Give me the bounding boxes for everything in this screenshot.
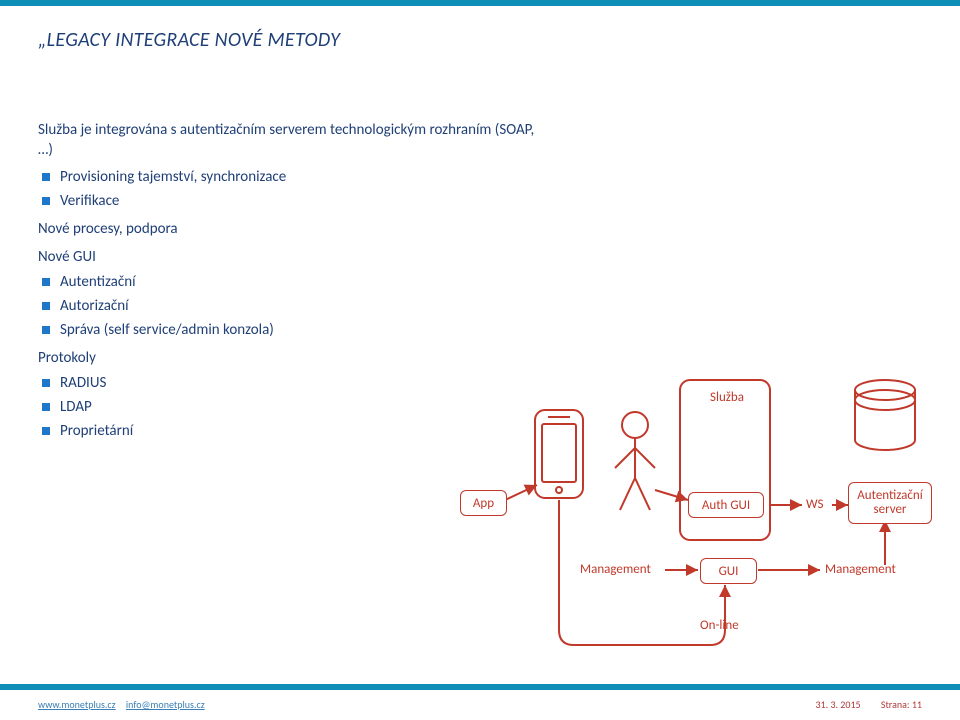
footer-mail[interactable]: info@monetplus.cz (126, 698, 205, 711)
accent-bar (0, 0, 960, 6)
intro-text: Služba je integrována s autentizačním se… (38, 120, 538, 161)
label-mgmt-right: Management (825, 562, 896, 577)
bullet-item: Správa (self service/admin konzola) (38, 320, 538, 340)
label-mgmt-left: Management (580, 562, 651, 577)
footer-date: 31. 3. 2015 (816, 698, 861, 711)
bullets-1: Provisioning tajemství, synchronizace Ve… (38, 167, 538, 212)
box-gui: GUI (700, 558, 757, 584)
diagram: Služba App Auth GUI WS Autentizační serv… (430, 370, 930, 660)
footer-right: 31. 3. 2015 Strana: 11 (816, 698, 922, 711)
box-authgui: Auth GUI (688, 492, 764, 518)
bullet-item: Autentizační (38, 272, 538, 292)
page-title: „LEGACY INTEGRACE NOVÉ METODY (38, 28, 340, 52)
subhead: Nové procesy, podpora (38, 219, 538, 239)
subhead: Protokoly (38, 348, 538, 368)
authsrv-line1: Autentizační (857, 489, 922, 503)
label-sluzba: Služba (710, 390, 744, 405)
box-authsrv: Autentizační server (848, 482, 932, 524)
box-app: App (460, 490, 507, 516)
label-online: On-line (700, 618, 739, 633)
bullet-item: Provisioning tajemství, synchronizace (38, 167, 538, 187)
label-ws: WS (806, 497, 823, 512)
footer-page: Strana: 11 (881, 698, 922, 711)
footer-url[interactable]: www.monetplus.cz (38, 698, 116, 711)
bullets-2: Autentizační Autorizační Správa (self se… (38, 272, 538, 341)
footer: www.monetplus.cz info@monetplus.cz 31. 3… (0, 684, 960, 720)
footer-left: www.monetplus.cz info@monetplus.cz (38, 698, 213, 711)
subhead: Nové GUI (38, 247, 538, 267)
bullet-item: Autorizační (38, 296, 538, 316)
authsrv-line2: server (874, 503, 907, 517)
bullet-item: Verifikace (38, 191, 538, 211)
